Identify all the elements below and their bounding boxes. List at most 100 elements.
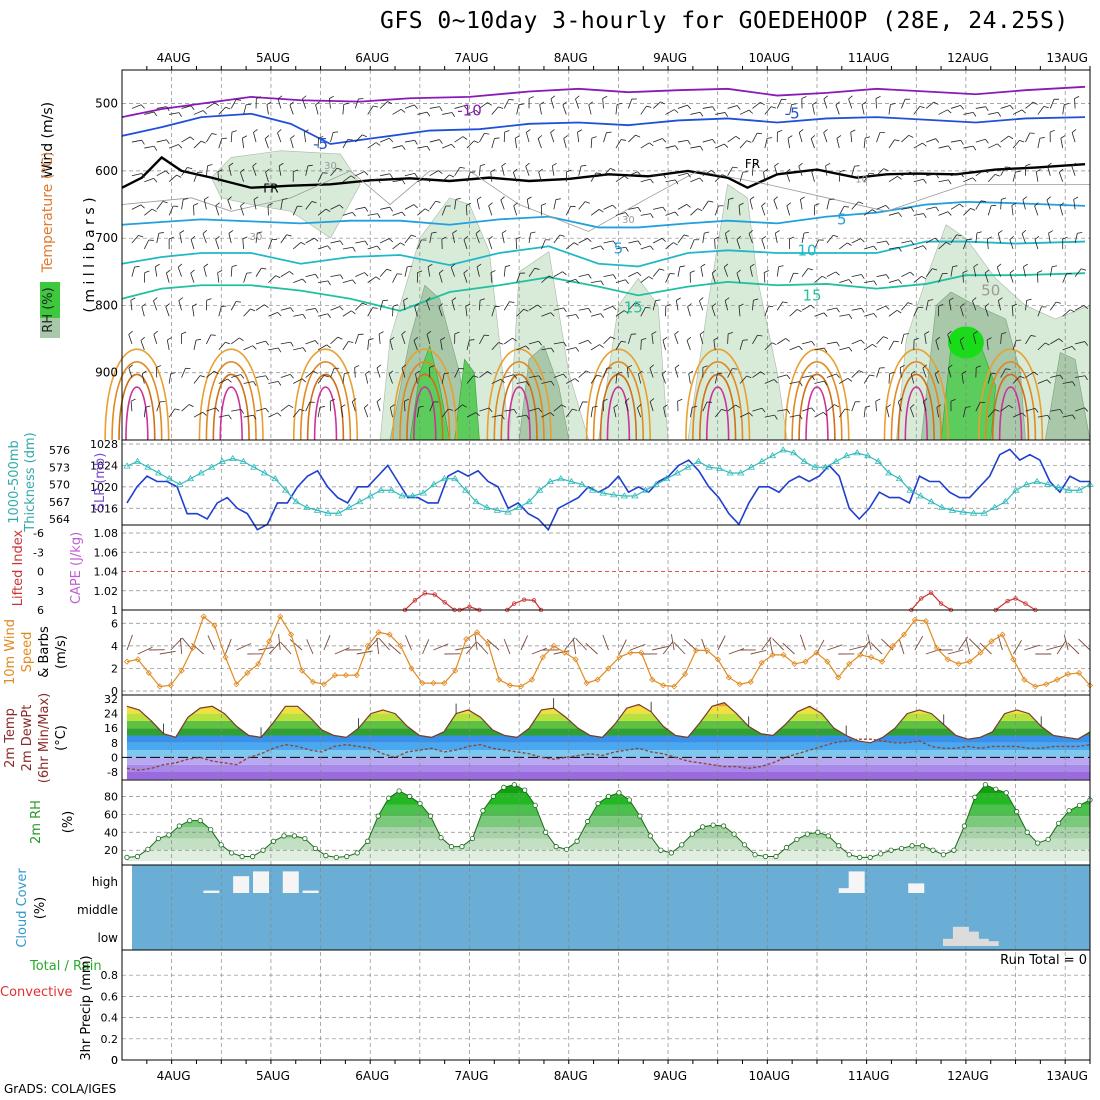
wind-barb-flag	[413, 204, 418, 209]
surface-wind-barb	[531, 647, 547, 655]
wind-barb-flag	[935, 173, 939, 179]
wind-barb	[801, 304, 811, 311]
wind-speed-marker	[769, 651, 776, 658]
wind-speed-marker	[441, 680, 448, 687]
lifted-index-line	[995, 597, 1036, 611]
wind-barb	[342, 139, 349, 149]
wind-barb-flag	[352, 398, 357, 402]
wind-barb-flag	[487, 102, 492, 106]
wind-barb-flag	[476, 263, 482, 268]
surface-wind-barb	[914, 635, 924, 651]
rh-marker	[794, 836, 800, 843]
surface-wind-barb	[1063, 634, 1069, 651]
wind-barb	[924, 333, 927, 344]
rh-tick-label: 80	[104, 790, 118, 803]
surface-wind-barb	[1013, 639, 1022, 655]
wind-barb-flag	[836, 341, 840, 347]
wind-barb	[936, 407, 939, 418]
wind-barb-flag	[441, 236, 447, 240]
wind-barb	[653, 173, 664, 177]
wind-barb	[190, 273, 195, 283]
wind-barb	[169, 112, 180, 115]
rh-marker	[124, 854, 130, 861]
wind-barb	[426, 334, 431, 345]
wind-speed-marker	[1054, 676, 1061, 683]
rh-marker	[480, 808, 486, 814]
wind-barb	[429, 139, 440, 143]
wind-barb-flag	[153, 146, 158, 151]
wind-barb	[539, 104, 542, 115]
text-layer: 4AUG4AUG5AUG5AUG6AUG6AUG7AUG7AUG8AUG8AUG…	[0, 51, 1088, 1083]
temperature-contour	[500, 373, 538, 441]
wind-barb	[491, 306, 496, 317]
wind-barb-flag	[375, 276, 381, 280]
wind-barb	[863, 343, 873, 351]
rh-marker	[302, 835, 308, 842]
wind-barb-flag	[401, 330, 406, 335]
wind-barb	[1071, 166, 1076, 176]
wind-barb	[290, 138, 294, 149]
wind-barb	[280, 341, 291, 345]
wind-barb-flag	[987, 236, 993, 240]
panel-frame	[121, 949, 1091, 1061]
wind-barb-flag	[476, 196, 482, 200]
wind-barb-flag	[411, 234, 417, 238]
wind-barb	[193, 340, 197, 350]
wind-barb	[193, 411, 203, 418]
wind-barb	[876, 240, 887, 244]
wind-barb	[627, 367, 629, 378]
wind-barb-flag	[724, 112, 729, 117]
wind-barb-flag	[339, 274, 344, 280]
wind-barb-flag	[377, 178, 381, 184]
wind-barb-flag	[585, 370, 591, 374]
surface-wind-barb	[750, 649, 767, 655]
wind-speed-marker	[1010, 656, 1017, 663]
wind-barb	[776, 266, 780, 277]
cloud-bar	[203, 890, 220, 893]
wind-barb-flag	[501, 230, 507, 234]
wind-barb-flag	[1077, 232, 1083, 234]
wind-barb	[355, 302, 363, 311]
wind-barb-flag	[463, 105, 468, 110]
temperature-contour	[699, 373, 737, 441]
wind-barb	[454, 199, 457, 210]
wind-barb	[429, 401, 434, 412]
panel-frame	[121, 524, 1091, 611]
wind-tick-label: 6	[111, 617, 118, 630]
wind-barb-flag	[179, 230, 185, 234]
wind-barb-flag	[687, 173, 691, 178]
wind-barb	[875, 401, 877, 412]
surface-wind-barb	[965, 638, 971, 655]
surface-wind-barb	[799, 634, 806, 651]
wind-barb-flag	[948, 179, 952, 185]
rh-marker	[396, 788, 402, 794]
wind-barb-flag	[1072, 381, 1076, 387]
lifted-index-marker	[412, 598, 418, 603]
wind-barb-flag	[699, 330, 705, 335]
wind-barb	[863, 209, 873, 216]
wind-barb-flag	[572, 408, 578, 411]
wind-barb-flag	[488, 235, 493, 240]
wind-barb	[677, 104, 688, 109]
rh-marker	[459, 844, 465, 850]
surface-wind-barb	[553, 650, 570, 655]
wind-barb	[317, 407, 321, 418]
wind-barb	[761, 239, 766, 250]
wind-barb	[851, 401, 856, 412]
wind-barb	[355, 206, 366, 210]
temp-band	[126, 713, 1090, 721]
wind-barb-flag	[847, 378, 853, 382]
wind-barb-flag	[418, 405, 424, 408]
contour-label: 15	[624, 298, 643, 316]
wind-barb-flag	[764, 270, 769, 274]
wind-barb-flag	[973, 330, 978, 335]
wind-barb-flag	[903, 333, 909, 335]
wind-barb-flag	[811, 168, 817, 173]
wind-barb	[169, 144, 179, 149]
wind-speed-marker	[802, 658, 809, 665]
wind-barb-flag	[807, 268, 813, 271]
rh-marker	[595, 800, 601, 807]
wind-speed-marker	[211, 622, 218, 629]
wind-barb-flag	[401, 364, 407, 369]
